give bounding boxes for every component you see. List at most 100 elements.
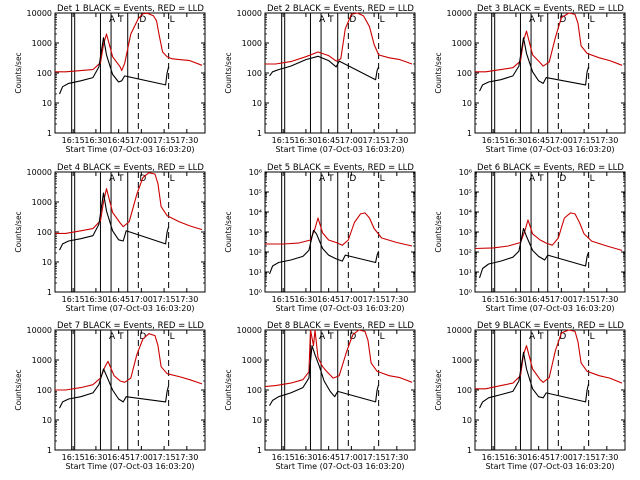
x-tick-label: 16:45 <box>527 136 550 145</box>
x-tick-label: 16:45 <box>107 453 130 462</box>
y-axis-label: Counts/sec <box>224 369 233 410</box>
x-tick-label: 17:30 <box>385 295 408 304</box>
y-axis-label: Counts/sec <box>434 369 443 410</box>
marker-label: T <box>327 174 334 184</box>
marker-label: L <box>170 332 175 342</box>
marker-label: D <box>139 332 146 342</box>
x-tick-label: 16:15 <box>272 295 295 304</box>
y-tick-label: 10 <box>252 99 262 108</box>
panel-det-9: Det 9 BLACK = Events, RED = LLD 1 10 100 100… <box>434 321 626 471</box>
x-tick-label: 16:45 <box>317 136 340 145</box>
panel-title: Det 4 BLACK = Events, RED = LLD <box>57 163 204 173</box>
y-tick-label: 1000 <box>32 39 52 48</box>
series-lld-line <box>475 12 623 73</box>
marker-label: A <box>529 332 536 342</box>
x-tick-label: 16:15 <box>482 136 505 145</box>
y-tick-label: 100 <box>247 386 262 395</box>
x-tick-label: 17:30 <box>595 453 618 462</box>
series-lld-line <box>265 212 413 247</box>
marker-label: T <box>117 174 124 184</box>
x-axis-label: Start Time (07-Oct-03 16:03:20) <box>65 304 194 313</box>
panel-det-4: Det 4 BLACK = Events, RED = LLD 1 10 100 100… <box>14 163 206 313</box>
x-tick-label: 16:30 <box>294 453 317 462</box>
x-tick-label: 16:45 <box>527 295 550 304</box>
y-tick-label: 1 <box>467 129 472 138</box>
marker-label: D <box>559 332 566 342</box>
x-tick-label: 17:30 <box>175 295 198 304</box>
y-axis-label: Counts/sec <box>434 52 443 93</box>
x-tick-label: 16:15 <box>482 295 505 304</box>
y-tick-label: 100 <box>247 69 262 78</box>
y-tick-label: 1 <box>257 129 262 138</box>
x-tick-label: 17:15 <box>363 295 386 304</box>
x-tick-label: 16:30 <box>84 295 107 304</box>
plot-frame <box>264 12 416 134</box>
plot-frame <box>264 329 416 451</box>
panel-det-8: Det 8 BLACK = Events, RED = LLD 1 10 100 100… <box>224 321 416 471</box>
series-lld-line <box>264 329 413 388</box>
y-tick-label: 10 <box>42 258 52 267</box>
y-tick-label: 1 <box>47 288 52 297</box>
x-tick-label: 17:00 <box>130 136 153 145</box>
series-lld-line <box>55 333 203 391</box>
y-tick-label: 10000 <box>447 9 472 18</box>
x-tick-label: 17:00 <box>340 136 363 145</box>
marker-label: D <box>349 174 356 184</box>
panel-title: Det 9 BLACK = Events, RED = LLD <box>477 321 624 331</box>
marker-label: A <box>319 332 326 342</box>
x-tick-label: 16:30 <box>504 295 527 304</box>
series-events-line <box>59 368 170 409</box>
y-tick-label: 10⁶ <box>459 168 472 177</box>
panel-det-1: Det 1 BLACK = Events, RED = LLD 1 10 100 100… <box>14 4 206 154</box>
y-tick-label: 10¹ <box>249 268 262 277</box>
series-events-line <box>478 227 590 279</box>
x-tick-label: 17:15 <box>153 295 176 304</box>
panel-det-7: Det 7 BLACK = Events, RED = LLD 1 10 100 100… <box>14 321 206 471</box>
y-axis-label: Counts/sec <box>14 211 23 252</box>
y-tick-label: 10000 <box>27 9 52 18</box>
marker-label: L <box>170 15 175 25</box>
x-tick-label: 16:45 <box>107 136 130 145</box>
marker-label: D <box>349 15 356 25</box>
panel-title: Det 6 BLACK = Events, RED = LLD <box>477 163 624 173</box>
panel-title: Det 3 BLACK = Events, RED = LLD <box>477 4 624 14</box>
panel-title: Det 8 BLACK = Events, RED = LLD <box>267 321 414 331</box>
marker-label: L <box>380 174 385 184</box>
x-tick-label: 16:15 <box>62 136 85 145</box>
y-tick-label: 10⁴ <box>459 208 472 217</box>
y-tick-label: 10⁰ <box>249 288 262 297</box>
plot-frame <box>264 171 416 293</box>
x-tick-label: 17:00 <box>130 295 153 304</box>
y-tick-label: 1000 <box>242 356 262 365</box>
y-axis-label: Counts/sec <box>14 52 23 93</box>
x-tick-label: 17:15 <box>153 136 176 145</box>
series-lld-line <box>265 12 413 65</box>
x-tick-label: 17:30 <box>175 136 198 145</box>
x-tick-label: 16:15 <box>482 453 505 462</box>
x-tick-label: 17:30 <box>175 453 198 462</box>
marker-label: L <box>590 332 595 342</box>
y-axis-label: Counts/sec <box>224 52 233 93</box>
marker-label: T <box>537 174 544 184</box>
x-tick-label: 17:15 <box>573 295 596 304</box>
y-axis-label: Counts/sec <box>434 211 443 252</box>
marker-label: A <box>319 15 326 25</box>
marker-label: T <box>117 332 124 342</box>
series-events-line <box>269 345 380 406</box>
series-lld-line <box>474 212 623 251</box>
x-tick-label: 17:00 <box>550 453 573 462</box>
y-tick-label: 100 <box>37 228 52 237</box>
x-axis-label: Start Time (07-Oct-03 16:03:20) <box>485 304 614 313</box>
x-axis-label: Start Time (07-Oct-03 16:03:20) <box>275 304 404 313</box>
x-tick-label: 16:30 <box>504 453 527 462</box>
marker-label: A <box>529 15 536 25</box>
y-tick-label: 1000 <box>32 356 52 365</box>
series-lld-line <box>475 329 623 390</box>
panel-title: Det 1 BLACK = Events, RED = LLD <box>57 4 204 14</box>
y-tick-label: 10⁰ <box>459 288 472 297</box>
x-tick-label: 17:30 <box>385 453 408 462</box>
y-tick-label: 1 <box>257 446 262 455</box>
marker-label: D <box>139 15 146 25</box>
y-tick-label: 10⁵ <box>459 188 472 197</box>
x-tick-label: 16:45 <box>107 295 130 304</box>
